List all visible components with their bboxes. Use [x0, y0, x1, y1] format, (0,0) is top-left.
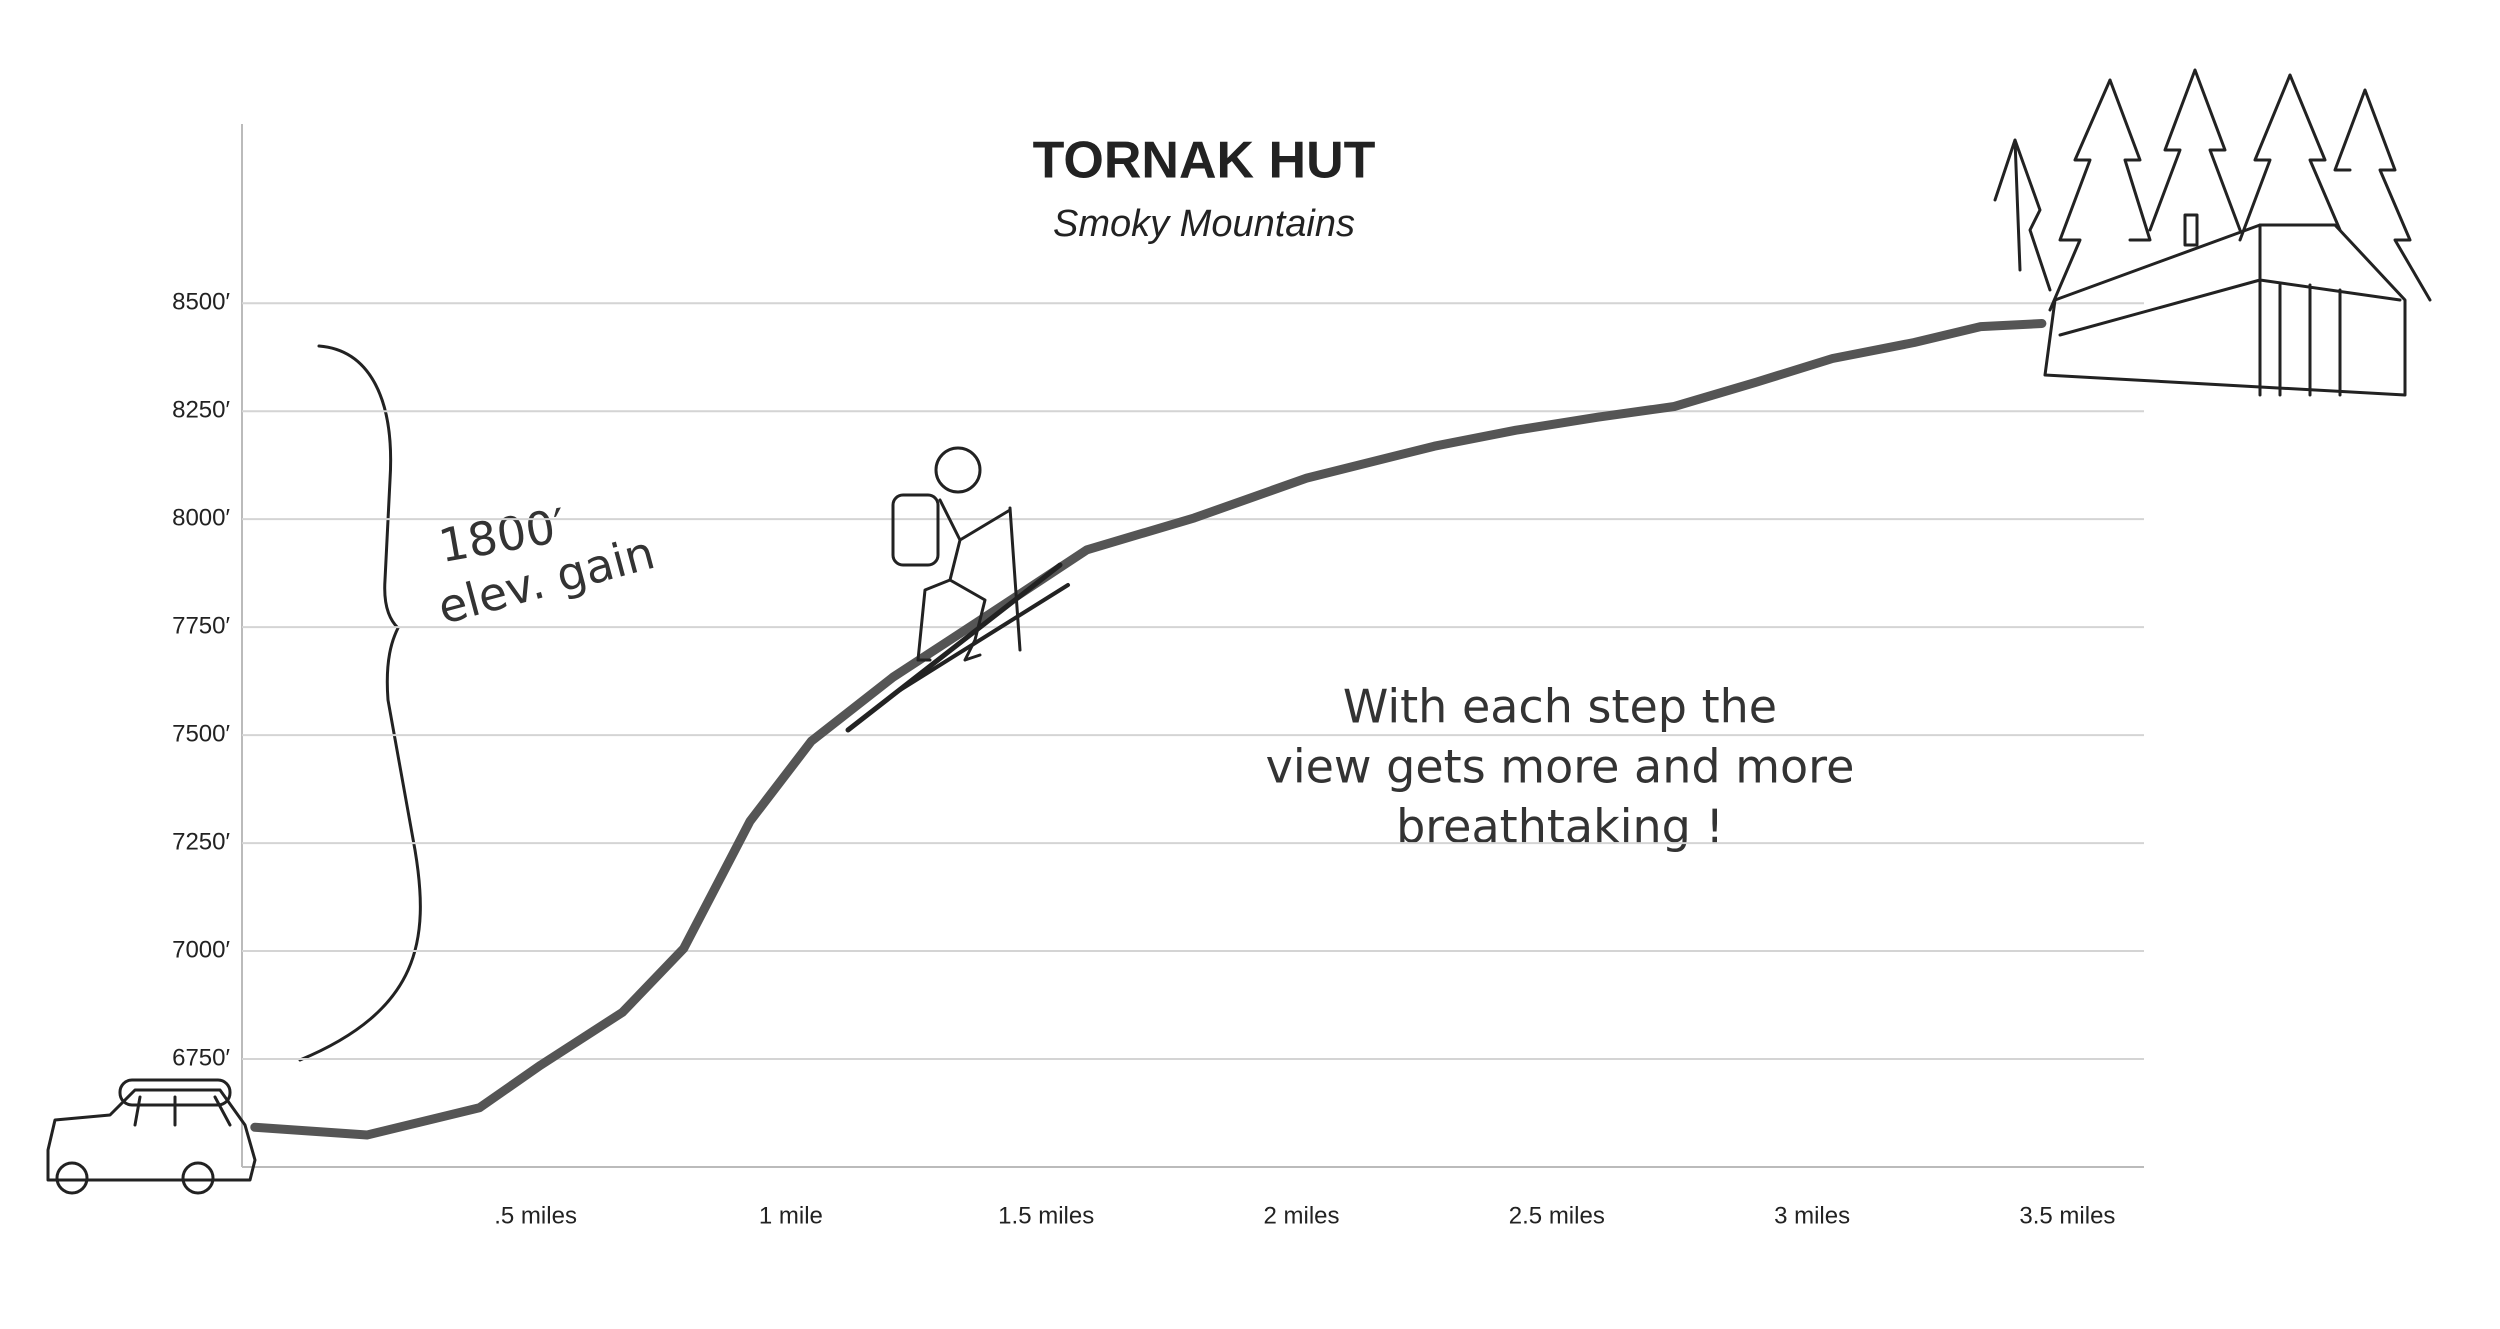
y-tick-label: 7000′ — [172, 936, 230, 963]
x-tick-label: 1 mile — [759, 1202, 823, 1229]
hut-and-trees — [1993, 68, 2432, 397]
y-tick-label: 7250′ — [172, 828, 230, 855]
y-tick-label: 8500′ — [172, 289, 230, 316]
y-tick-label: 7500′ — [172, 720, 230, 747]
y-tick-label: 7750′ — [172, 612, 230, 639]
y-tick-label: 8250′ — [172, 397, 230, 424]
annotation: breathtaking ! — [1396, 800, 1724, 854]
x-tick-label: 2 miles — [1263, 1202, 1339, 1229]
skier — [845, 446, 1070, 733]
chart-title: TORNAK HUT — [1033, 132, 1376, 190]
brace — [298, 344, 422, 1062]
annotation: With each step the — [1343, 680, 1777, 734]
y-tick-label: 6750′ — [172, 1044, 230, 1071]
elevation-line — [250, 319, 2047, 1140]
plot: 6750′ 7000′ 7250′ 7500′ 7750′ 8000′ 8250′ 8500′… — [172, 124, 2144, 1229]
y-tick-label: 8000′ — [172, 505, 230, 532]
x-tick-label: 1.5 miles — [998, 1202, 1094, 1229]
annotation: view gets more and more — [1266, 740, 1855, 794]
x-tick-label: 3.5 miles — [2019, 1202, 2115, 1229]
x-tick-label: .5 miles — [494, 1202, 577, 1229]
car — [46, 1078, 257, 1195]
chart-subtitle: Smoky Mountains — [1053, 203, 1355, 245]
x-tick-label: 2.5 miles — [1509, 1202, 1605, 1229]
x-tick-label: 3 miles — [1774, 1202, 1850, 1229]
